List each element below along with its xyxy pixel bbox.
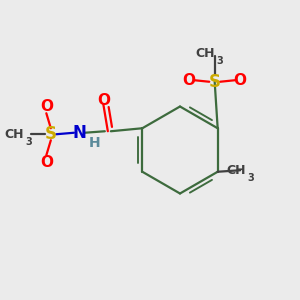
Text: O: O bbox=[97, 93, 110, 108]
Text: O: O bbox=[40, 155, 53, 170]
Text: CH: CH bbox=[227, 164, 246, 177]
Text: N: N bbox=[72, 124, 86, 142]
Text: O: O bbox=[183, 73, 196, 88]
Text: O: O bbox=[234, 73, 247, 88]
Text: 3: 3 bbox=[248, 173, 254, 183]
Text: H: H bbox=[88, 136, 100, 150]
Text: CH: CH bbox=[195, 47, 215, 60]
Text: S: S bbox=[45, 125, 57, 143]
Text: 3: 3 bbox=[25, 137, 32, 147]
Text: O: O bbox=[40, 99, 53, 114]
Text: S: S bbox=[209, 73, 221, 91]
Text: 3: 3 bbox=[216, 56, 223, 66]
Text: CH: CH bbox=[4, 128, 24, 141]
